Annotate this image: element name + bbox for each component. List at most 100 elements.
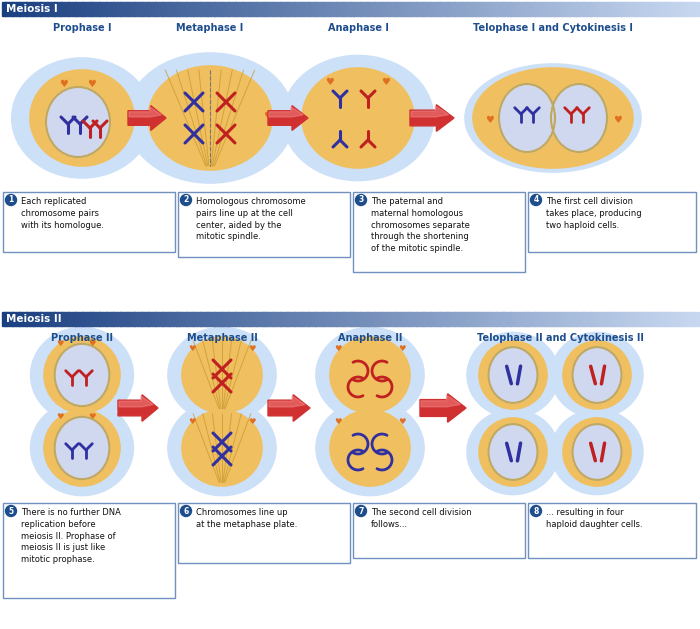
Bar [389, 2, 392, 16]
Bar [85, 2, 90, 16]
Polygon shape [118, 395, 158, 421]
Bar [131, 2, 134, 16]
Bar [566, 312, 570, 326]
Bar [141, 312, 145, 326]
Bar [419, 312, 424, 326]
Bar [190, 312, 194, 326]
Bar [263, 312, 267, 326]
Bar [249, 2, 253, 16]
Bar [625, 2, 629, 16]
Bar [447, 312, 452, 326]
Bar [221, 2, 225, 16]
Bar [531, 312, 535, 326]
Text: Metaphase I: Metaphase I [176, 23, 244, 33]
Bar [256, 312, 260, 326]
Polygon shape [269, 396, 305, 407]
Bar [85, 312, 90, 326]
Bar [340, 312, 344, 326]
Bar [583, 312, 587, 326]
Bar [23, 2, 27, 16]
Bar [399, 312, 402, 326]
Bar [517, 2, 521, 16]
Bar [587, 2, 591, 16]
Bar [496, 312, 500, 326]
Bar [64, 312, 69, 326]
Bar [288, 312, 291, 326]
Bar [47, 312, 51, 326]
Bar [562, 312, 566, 326]
Bar [691, 312, 695, 326]
Bar [78, 312, 83, 326]
Bar [190, 2, 194, 16]
Bar [169, 2, 173, 16]
Bar [656, 2, 660, 16]
Bar [267, 312, 270, 326]
Bar [412, 312, 416, 326]
Text: 3: 3 [358, 196, 363, 204]
Bar [176, 312, 180, 326]
Bar [639, 312, 643, 326]
Polygon shape [128, 106, 166, 130]
Bar [117, 312, 121, 326]
Bar [580, 2, 584, 16]
Ellipse shape [168, 401, 276, 496]
Bar [514, 2, 517, 16]
Bar [336, 2, 340, 16]
Text: Meiosis II: Meiosis II [6, 314, 62, 324]
Bar [465, 2, 469, 16]
Bar [92, 2, 97, 16]
Text: 6: 6 [183, 506, 188, 516]
Bar [225, 2, 229, 16]
Bar [534, 2, 538, 16]
Bar [538, 2, 542, 16]
Bar [89, 2, 93, 16]
Bar [176, 2, 180, 16]
Polygon shape [129, 107, 162, 117]
Bar [138, 312, 141, 326]
Bar [44, 312, 48, 326]
Bar [68, 312, 72, 326]
Bar [632, 312, 636, 326]
Bar [545, 2, 549, 16]
Bar [433, 2, 438, 16]
Bar [594, 2, 598, 16]
Bar [152, 312, 155, 326]
Bar [249, 312, 253, 326]
Bar [608, 2, 612, 16]
Bar [444, 312, 448, 326]
Text: 2: 2 [183, 196, 188, 204]
Bar [246, 312, 250, 326]
Ellipse shape [465, 64, 641, 172]
Bar [461, 2, 466, 16]
Bar [364, 2, 368, 16]
Bar [503, 2, 507, 16]
Text: 1: 1 [8, 196, 13, 204]
Ellipse shape [44, 337, 120, 413]
Bar [451, 2, 455, 16]
Bar [528, 2, 531, 16]
Bar [92, 312, 97, 326]
Bar [298, 2, 302, 16]
Bar [20, 2, 23, 16]
Bar [30, 2, 34, 16]
Bar [117, 2, 121, 16]
Bar [426, 2, 430, 16]
Bar [507, 2, 510, 16]
Bar [521, 312, 524, 326]
Bar [218, 2, 222, 16]
Bar [186, 312, 190, 326]
Bar [479, 2, 483, 16]
Bar [402, 312, 406, 326]
Bar [148, 312, 152, 326]
Bar [350, 312, 354, 326]
Bar [653, 312, 657, 326]
Ellipse shape [489, 424, 538, 480]
Bar [308, 2, 312, 16]
Bar [475, 2, 480, 16]
Bar [106, 2, 111, 16]
Bar [639, 2, 643, 16]
Bar [454, 312, 458, 326]
FancyBboxPatch shape [353, 503, 525, 558]
Bar [419, 2, 424, 16]
Bar [440, 312, 444, 326]
